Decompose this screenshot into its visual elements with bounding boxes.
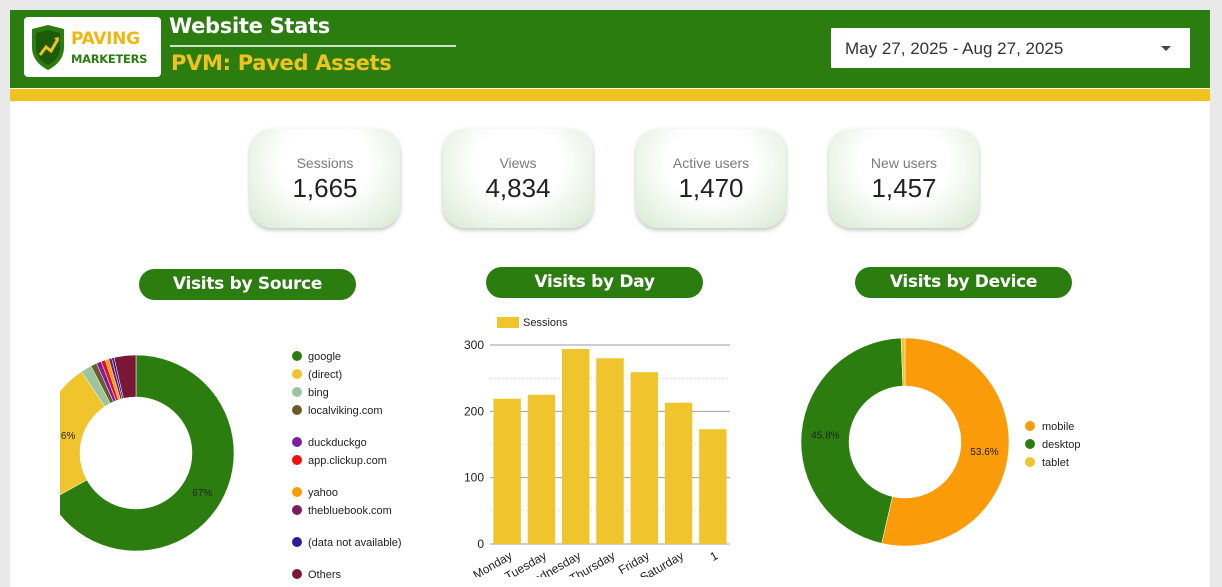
legend-label-mobile: mobile xyxy=(1042,421,1074,433)
bar-friday xyxy=(630,372,658,544)
kpi-value: 4,834 xyxy=(485,173,551,203)
legend-swatch xyxy=(292,537,302,547)
legend-swatch xyxy=(292,405,302,415)
y-tick-label: 100 xyxy=(464,471,484,485)
slice-tablet xyxy=(900,337,906,387)
y-tick-label: 0 xyxy=(477,537,484,551)
x-tick-label-1: 1 xyxy=(708,548,721,564)
visits-by-source-chart: 67% 23.6% google (direct) bing localviking.co… xyxy=(60,351,402,580)
slice-others xyxy=(113,354,137,399)
legend-label-yahoo: yahoo xyxy=(308,487,338,499)
header-bar: PAVING MARKETERS Website Stats PVM: Pave… xyxy=(10,10,1210,88)
chevron-down-icon[interactable] xyxy=(1161,46,1171,51)
kpi-label: Active users xyxy=(672,155,750,171)
slice-data-label: 45.8% xyxy=(811,430,839,441)
kpi-card-views: Views 4,834 xyxy=(443,129,593,228)
legend-label-duckduckgo: duckduckgo xyxy=(308,437,367,449)
legend-label: localviking.com xyxy=(308,405,383,417)
legend-swatch xyxy=(292,369,302,379)
slice-google xyxy=(60,354,235,552)
legend-label-desktop: desktop xyxy=(1042,439,1081,451)
bar-monday xyxy=(493,398,521,544)
legend-swatch-sessions xyxy=(497,317,519,328)
legend-label-sessions: Sessions xyxy=(523,317,568,329)
legend-label-tablet: tablet xyxy=(1042,457,1069,469)
y-tick-label: 200 xyxy=(464,404,484,418)
legend-swatch xyxy=(1025,457,1035,467)
y-tick-label: 300 xyxy=(464,338,484,352)
legend-swatch xyxy=(292,351,302,361)
legend-label-bing: bing xyxy=(308,387,329,399)
title-divider xyxy=(170,45,456,47)
legend-swatch xyxy=(292,437,302,447)
visits-by-device-chart: 53.6% 45.8% mobile desktop tablet xyxy=(800,337,1081,547)
bar-wednesday xyxy=(562,348,590,544)
kpi-card-active-users: Active users 1,470 xyxy=(636,129,786,228)
shield-logo-icon xyxy=(32,25,64,70)
kpi-value: 1,665 xyxy=(292,173,358,203)
paving-marketers-logo: PAVING MARKETERS xyxy=(24,17,161,77)
visits-by-day-chart: Sessions0100200300MondayTuesdayWednesday… xyxy=(464,317,730,577)
kpi-card-sessions: Sessions 1,665 xyxy=(250,129,400,228)
legend-swatch xyxy=(292,455,302,465)
dashboard-page: PAVING MARKETERS Website Stats PVM: Pave… xyxy=(10,10,1210,587)
slice-desktop xyxy=(800,337,904,544)
slice-data-label: 23.6% xyxy=(60,431,75,442)
legend-label-direct: (direct) xyxy=(308,369,342,381)
page-title: Website Stats xyxy=(169,14,330,38)
legend-label: thebluebook.com xyxy=(308,505,392,517)
bar-thursday xyxy=(596,358,624,544)
legend-label: app.clickup.com xyxy=(308,455,387,467)
legend-label-others: Others xyxy=(308,569,342,580)
bar-saturday xyxy=(664,402,693,544)
bar-1 xyxy=(699,429,727,544)
page-subtitle: PVM: Paved Assets xyxy=(171,51,392,75)
legend-swatch xyxy=(292,569,302,579)
kpi-label: Sessions xyxy=(296,155,354,171)
visits-by-device-title: Visits by Device xyxy=(855,267,1072,298)
bar-tuesday xyxy=(527,394,556,544)
visits-by-source-title: Visits by Source xyxy=(139,269,356,300)
legend-swatch xyxy=(1025,439,1035,449)
kpi-card-new-users: New users 1,457 xyxy=(829,129,979,228)
legend-swatch xyxy=(292,387,302,397)
kpi-value: 1,457 xyxy=(871,173,937,203)
kpi-label: Views xyxy=(499,155,537,171)
slice-data-label: 53.6% xyxy=(970,447,998,458)
date-range-value: May 27, 2025 - Aug 27, 2025 xyxy=(845,39,1064,58)
logo-text-marketers: MARKETERS xyxy=(71,52,148,66)
legend-swatch xyxy=(292,487,302,497)
legend-swatch xyxy=(1025,421,1035,431)
legend-swatch xyxy=(292,505,302,515)
visits-by-day-title: Visits by Day xyxy=(486,267,703,298)
kpi-label: New users xyxy=(870,155,938,171)
header-accent-bar xyxy=(10,89,1210,101)
legend-label: (data not available) xyxy=(308,537,402,549)
logo-text-paving: PAVING xyxy=(71,29,140,49)
legend-label-google: google xyxy=(308,351,341,363)
date-range-picker[interactable]: May 27, 2025 - Aug 27, 2025 xyxy=(831,28,1190,68)
slice-data-label: 67% xyxy=(192,488,212,499)
kpi-value: 1,470 xyxy=(678,173,744,203)
